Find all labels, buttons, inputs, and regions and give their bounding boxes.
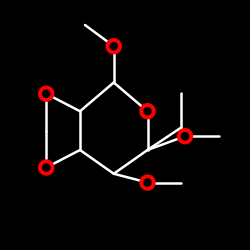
Circle shape <box>140 175 155 190</box>
Circle shape <box>39 86 54 101</box>
Circle shape <box>178 129 192 144</box>
Circle shape <box>140 104 155 119</box>
Circle shape <box>144 179 151 186</box>
Circle shape <box>43 90 50 97</box>
Circle shape <box>144 108 151 115</box>
Circle shape <box>106 39 121 54</box>
Circle shape <box>110 43 117 50</box>
Circle shape <box>43 164 50 171</box>
Circle shape <box>39 160 54 175</box>
Circle shape <box>182 133 188 140</box>
